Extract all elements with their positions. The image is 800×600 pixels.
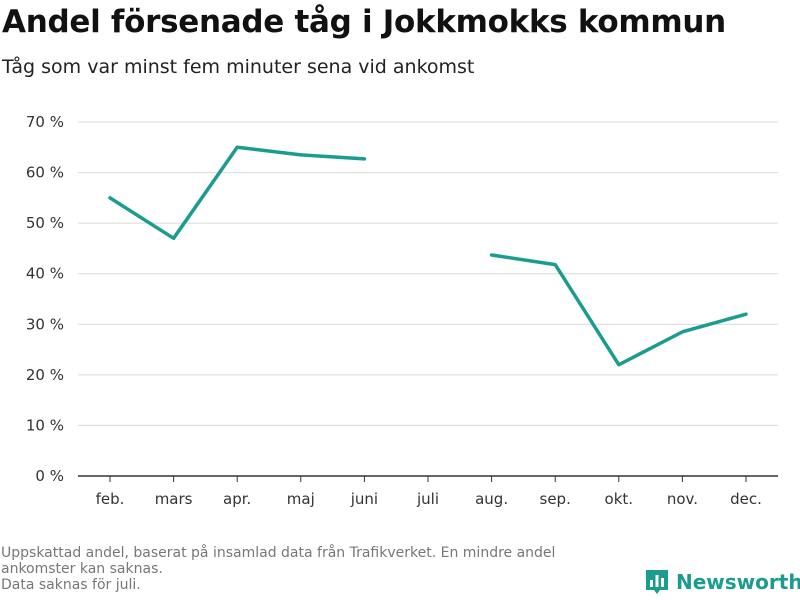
x-tick-label: dec.	[730, 490, 762, 508]
x-tick-label: maj	[287, 490, 315, 508]
y-tick-label: 20 %	[26, 366, 64, 384]
x-tick-label: sep.	[540, 490, 571, 508]
x-tick-label: apr.	[223, 490, 251, 508]
x-tick-label: juli	[416, 490, 439, 508]
series-line	[489, 253, 748, 367]
y-tick-label: 60 %	[26, 164, 64, 182]
chart-notes: Uppskattad andel, baserat på insamlad da…	[1, 545, 555, 593]
y-tick-label: 40 %	[26, 265, 64, 283]
x-tick-label: aug.	[475, 490, 508, 508]
bar-chart-icon	[646, 570, 668, 594]
x-tick-label: juni	[350, 490, 378, 508]
chart-subtitle: Tåg som var minst fem minuter sena vid a…	[2, 56, 475, 78]
x-tick-label: mars	[155, 490, 193, 508]
note-line-3: Data saknas för juli.	[1, 577, 141, 593]
newsworthy-logo: Newsworthy	[644, 568, 800, 596]
x-axis-ticks: feb. mars apr. maj juni juli aug. sep. okt. nov. d…	[96, 476, 762, 508]
chart-title: Andel försenade tåg i Jokkmokks kommun	[2, 4, 726, 40]
y-tick-label: 0 %	[35, 467, 64, 485]
line-chart: 0 % 10 % 20 % 30 % 40 % 50 % 60 % 70 % feb. mars…	[26, 113, 778, 508]
grid-lines	[78, 121, 778, 477]
note-line-2: ankomster kan saknas.	[1, 561, 163, 577]
y-axis-ticks: 0 % 10 % 20 % 30 % 40 % 50 % 60 % 70 %	[26, 113, 64, 485]
y-tick-label: 10 %	[26, 416, 64, 434]
series-line	[108, 145, 367, 241]
x-tick-label: okt.	[605, 490, 634, 508]
y-tick-label: 30 %	[26, 315, 64, 333]
y-tick-label: 50 %	[26, 214, 64, 232]
brand-name: Newsworthy	[676, 570, 800, 594]
series-lines	[108, 145, 748, 367]
x-tick-label: nov.	[667, 490, 698, 508]
note-line-1: Uppskattad andel, baserat på insamlad da…	[1, 545, 556, 561]
x-tick-label: feb.	[96, 490, 125, 508]
y-tick-label: 70 %	[26, 113, 64, 131]
